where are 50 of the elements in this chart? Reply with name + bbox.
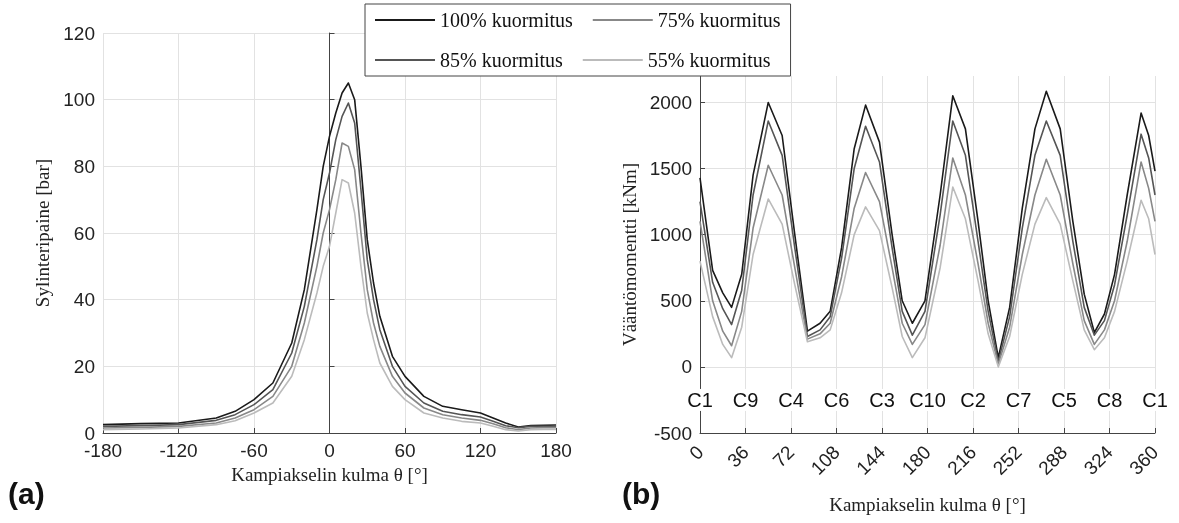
x-tick-label: 288 — [1034, 441, 1072, 479]
x-tick-label: 252 — [988, 441, 1026, 479]
text: (a) — [8, 476, 45, 510]
x-tick-label: 108 — [806, 441, 844, 479]
x-tick-label: 324 — [1079, 441, 1117, 479]
x-tick-label: 0 — [324, 440, 335, 461]
annotation: C1 — [687, 388, 713, 411]
y-tick-label: 80 — [73, 155, 95, 177]
text: (b) — [622, 476, 661, 510]
x-tick-label: -60 — [240, 440, 268, 461]
annotation: C8 — [1096, 388, 1123, 411]
y-tick-label: 60 — [73, 222, 95, 244]
annotation: C4 — [778, 388, 804, 411]
x-tick-label: 60 — [394, 440, 416, 461]
x-tick-label: 36 — [723, 441, 753, 472]
x-tick-label: 0 — [685, 441, 708, 464]
y-tick-label: 120 — [63, 22, 95, 44]
annotation: C3 — [869, 388, 895, 411]
annotation: C10 — [909, 388, 946, 411]
legend-label: 75% kuormitus — [657, 9, 781, 31]
x-axis-title: Kampiakselin kulma θ [°] — [231, 464, 428, 485]
y-tick-label: 500 — [660, 290, 692, 312]
x-tick-label: 72 — [768, 441, 799, 472]
y-axis-title: Sylinteripaine [bar] — [32, 158, 54, 308]
y-tick-label: 0 — [681, 356, 692, 378]
x-tick-label: 180 — [897, 441, 935, 479]
annotation: C1 — [1142, 388, 1168, 411]
x-axis-title: Kampiakselin kulma θ [°] — [829, 494, 1026, 515]
legend-label: 85% kuormitus — [440, 49, 563, 71]
x-tick-label: 216 — [943, 441, 981, 479]
y-tick-label: 2000 — [649, 91, 692, 113]
x-tick-label: 144 — [852, 441, 890, 479]
y-tick-label: 100 — [63, 89, 95, 111]
y-axis-title: Vääntömomentti [kNm] — [618, 162, 640, 347]
annotation: C5 — [1051, 388, 1077, 411]
x-tick-label: 120 — [464, 440, 497, 461]
annotation: C9 — [732, 388, 759, 411]
y-tick-label: 40 — [73, 289, 95, 311]
legend-label: 55% kuormitus — [647, 49, 771, 71]
annotation: C6 — [823, 388, 850, 411]
y-tick-label: 1000 — [649, 224, 692, 246]
x-tick-label: -120 — [159, 440, 198, 461]
y-tick-label: 20 — [73, 355, 95, 377]
y-tick-label: -500 — [653, 422, 692, 444]
annotation: C7 — [1005, 388, 1032, 411]
legend-label: 100% kuormitus — [440, 9, 573, 31]
y-tick-label: 1500 — [649, 158, 692, 180]
annotation: C2 — [960, 388, 986, 411]
x-tick-label: 360 — [1125, 441, 1163, 479]
x-tick-label: 180 — [540, 440, 572, 461]
